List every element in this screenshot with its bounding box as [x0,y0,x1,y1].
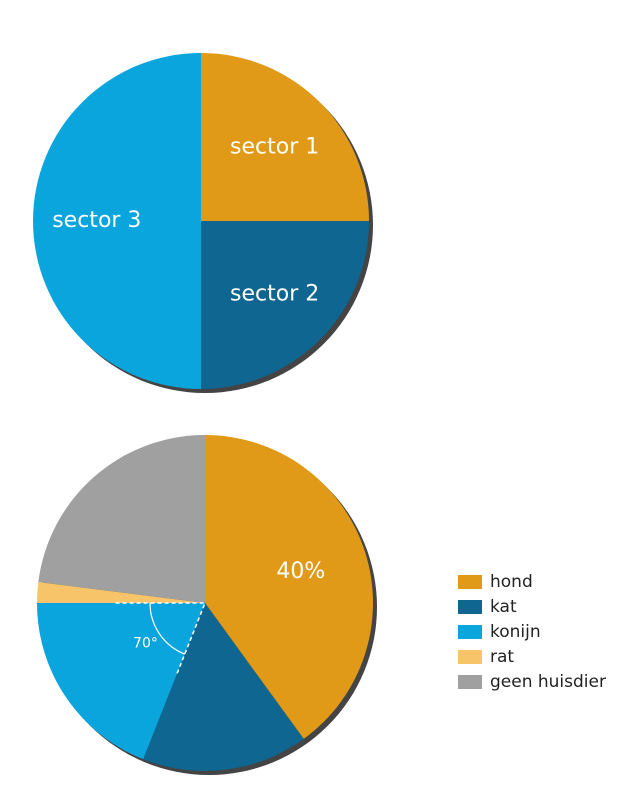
pie-slice [205,435,374,739]
legend-swatch [458,575,482,589]
pie-slice [37,603,205,760]
pie-slice [143,603,304,772]
pie-slice [201,53,369,221]
legend-swatch [458,675,482,689]
value-label: 40% [276,559,325,584]
pie-slice [38,435,205,603]
legend-swatch [458,650,482,664]
angle-annotation: 70° [133,635,158,651]
legend-label: hond [490,572,533,592]
legend-label: konijn [490,622,541,642]
pie-slice [33,53,201,389]
legend-label: geen huisdier [490,672,606,692]
legend-swatch [458,625,482,639]
angle-arc [149,602,185,655]
slice-label: sector 2 [230,282,319,307]
legend-label: rat [490,647,514,667]
slice-label: sector 1 [230,134,319,159]
legend-swatch [458,600,482,614]
pie-slice [201,221,369,389]
legend-label: kat [490,597,517,617]
pie-slice [37,581,205,603]
slice-label: sector 3 [52,208,141,233]
